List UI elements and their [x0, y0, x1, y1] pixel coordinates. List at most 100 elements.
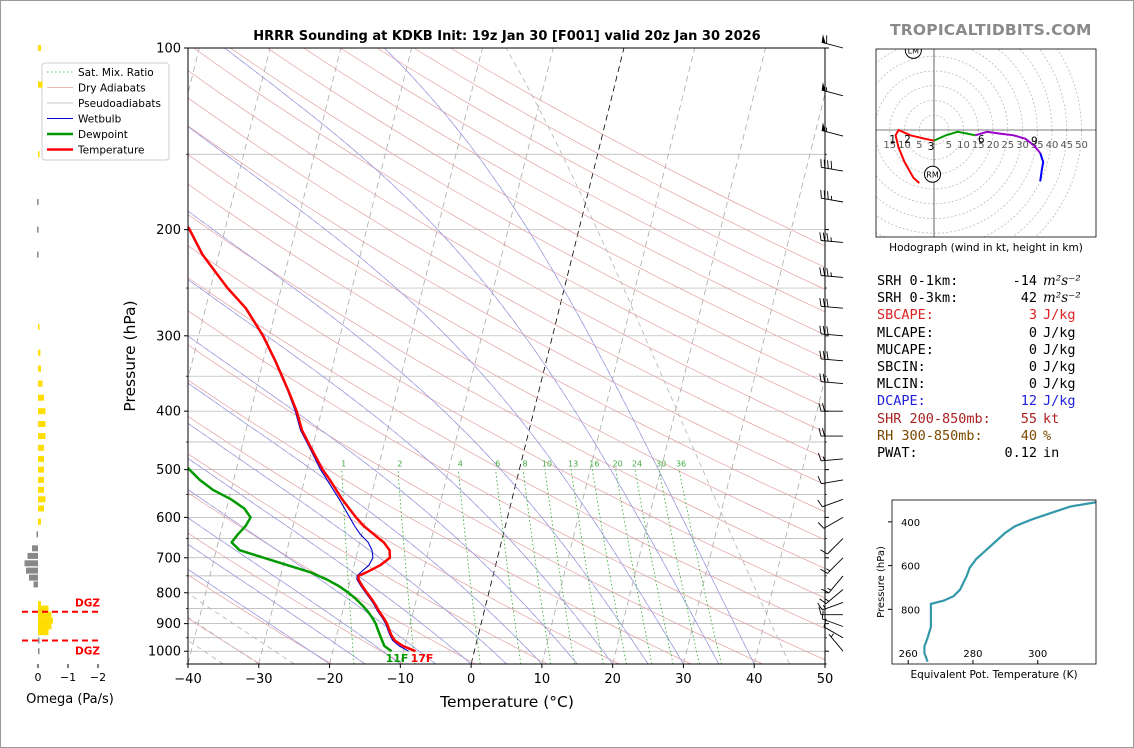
x-tick-label: 30 — [675, 672, 692, 687]
moist-adiabat — [188, 279, 613, 664]
barb-feather — [820, 159, 822, 168]
barb-feather — [823, 190, 826, 199]
theta-y-tick-label: 600 — [901, 562, 920, 573]
skewt-plot: 1 2 4 6 8 10 13 16 20 24 30 36 10020030040050060070… — [41, 42, 833, 711]
y-tick-label: 1000 — [148, 645, 181, 660]
parameter-value: 0.12 — [1004, 445, 1037, 461]
pseudoadiabat — [188, 640, 224, 664]
parameter-unit: kt — [1043, 410, 1060, 427]
barb-shaft — [828, 575, 844, 594]
omega-bar — [29, 574, 38, 581]
dry-adiabat — [188, 532, 405, 664]
barb-shaft — [822, 498, 844, 508]
pseudoadiabat — [188, 126, 684, 664]
moist-adiabat — [188, 382, 543, 664]
omega-bar — [38, 81, 43, 88]
wind-barb — [819, 267, 844, 278]
moist-adiabat — [188, 517, 401, 664]
y-tick-label: 800 — [156, 586, 181, 601]
dry-adiabat — [188, 344, 763, 664]
pseudoadiabat — [505, 48, 790, 664]
dry-adiabat — [188, 574, 333, 664]
skewt-profiles — [188, 224, 416, 653]
skewt-legend: Sat. Mix. Ratio Dry Adiabats Pseudoadiabat… — [41, 62, 170, 161]
x-tick-label: −40 — [174, 672, 201, 687]
dgz-top-label: DGZ — [75, 598, 100, 610]
omega-bar — [38, 605, 49, 612]
barb-shaft — [821, 41, 844, 49]
omega-panel: DGZ DGZ 0 −1 −2 Omega (Pa/s) — [22, 45, 114, 707]
wind-barb — [821, 122, 844, 137]
pseudoadiabat — [188, 568, 330, 664]
moist-adiabat — [224, 48, 720, 664]
parameter-label: PWAT: — [877, 445, 918, 461]
hodograph-trace — [975, 130, 1041, 154]
mixing-ratio-label: 24 — [632, 460, 642, 469]
parameter-value: 42 — [1020, 290, 1037, 307]
omega-bar — [38, 629, 49, 636]
parameter-label: DCAPE: — [877, 393, 926, 410]
omega-bar — [27, 552, 38, 559]
x-tick-label: 20 — [604, 672, 621, 687]
omega-bar — [37, 226, 39, 233]
parameter-value: 0 — [1028, 324, 1037, 341]
storm-motion-label: LM — [908, 46, 919, 55]
barb-shaft — [821, 479, 844, 485]
barb-feather — [817, 522, 825, 529]
hodograph-trace — [894, 128, 935, 184]
dry-adiabat — [193, 48, 825, 408]
hodograph-ring-label: 35 — [1031, 140, 1044, 151]
barb-feather — [826, 326, 829, 335]
omega-tick-label: 0 — [35, 671, 42, 684]
dry-adiabat — [188, 310, 825, 661]
barb-shaft — [821, 197, 844, 203]
x-tick-label: 40 — [746, 672, 763, 687]
isotherm — [329, 48, 483, 664]
barb-half-feather — [822, 456, 826, 461]
barb-feather — [818, 427, 822, 437]
legend-label: Pseudoadiabats — [78, 98, 161, 110]
hodograph-caption: Hodograph (wind in kt, height in km) — [889, 242, 1083, 254]
omega-bar — [38, 380, 43, 387]
omega-bar — [38, 505, 44, 512]
omega-bar — [38, 433, 46, 440]
theta-x-tick-label: 260 — [899, 649, 918, 660]
pseudoadiabat — [224, 48, 720, 664]
wind-barb — [823, 618, 844, 639]
barb-feather — [819, 232, 822, 241]
wind-barb — [820, 538, 844, 555]
barb-feather — [823, 159, 826, 168]
parameter-unit: J/kg — [1043, 359, 1076, 375]
barb-shaft — [821, 358, 844, 362]
barb-feather — [827, 191, 829, 200]
isotherm — [470, 48, 625, 664]
wind-barb — [820, 557, 844, 574]
wind-barb — [821, 82, 844, 97]
barb-feather — [821, 610, 824, 620]
dry-adiabat — [188, 277, 825, 629]
dry-adiabat — [188, 214, 825, 569]
parameter-row: SRH 0-3km: 42 m²s⁻² — [877, 290, 1127, 307]
parameter-value: 40 — [1020, 427, 1037, 444]
hodograph-ring-label: 15 — [883, 140, 896, 151]
hodograph-ring-label: 40 — [1046, 140, 1059, 151]
wind-barb — [819, 232, 844, 243]
barb-feather — [819, 298, 822, 307]
parameter-value: 0 — [1028, 341, 1037, 358]
barb-flag — [821, 34, 826, 44]
dry-adiabat — [188, 245, 825, 599]
barb-half-feather — [830, 633, 834, 638]
mixing-ratio-line — [678, 469, 722, 664]
theta-e-profile — [923, 501, 1096, 663]
parameter-value: 0 — [1028, 376, 1037, 393]
barb-feather — [820, 189, 822, 199]
mixing-ratio-line — [634, 469, 674, 664]
moist-adiabat — [188, 126, 684, 664]
omega-bar — [33, 581, 38, 588]
wind-barb — [819, 373, 844, 385]
omega-bar — [38, 394, 44, 401]
parameter-label: MUCAPE: — [877, 341, 934, 358]
parameter-value: 0 — [1028, 359, 1037, 375]
omega-bars: DGZ DGZ — [22, 45, 100, 658]
